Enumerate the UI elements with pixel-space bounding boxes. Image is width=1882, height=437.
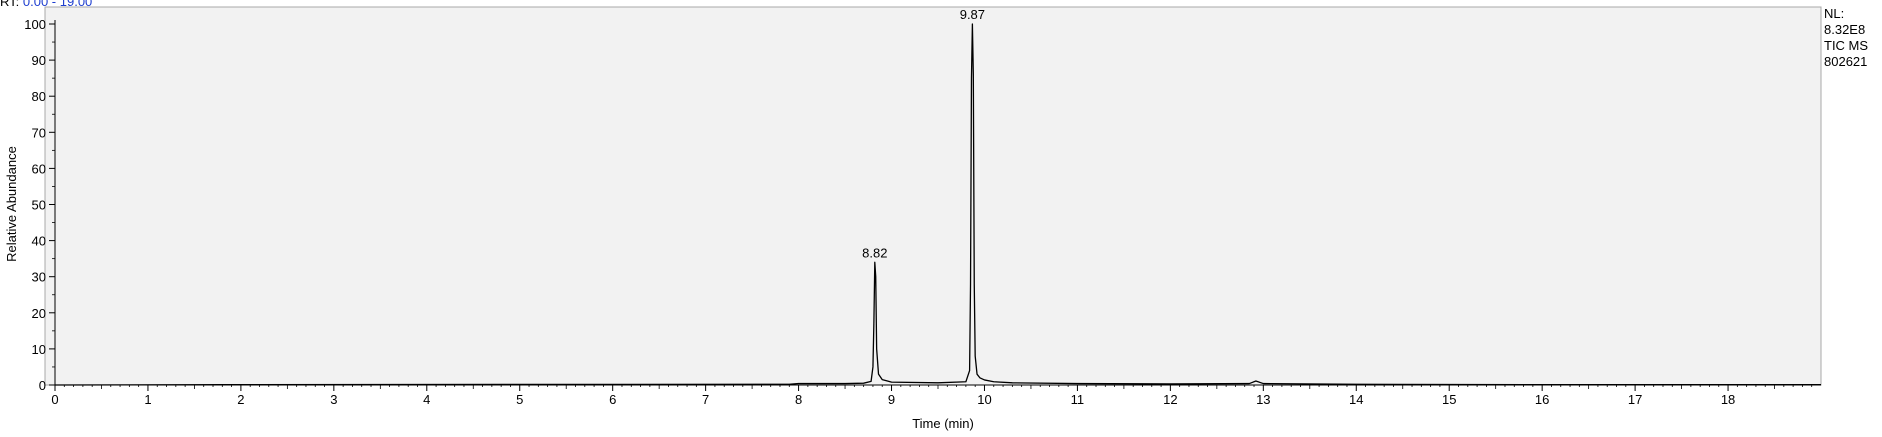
y-tick-label: 100	[24, 17, 46, 32]
x-tick-label: 5	[516, 392, 523, 407]
x-tick-label: 17	[1628, 392, 1642, 407]
y-axis-title: Relative Abundance	[4, 146, 19, 262]
normalization-info: NL: 8.32E8 TIC MS 802621	[1824, 6, 1868, 70]
x-tick-label: 14	[1349, 392, 1363, 407]
y-tick-label: 80	[32, 89, 46, 104]
y-tick-label: 70	[32, 125, 46, 140]
scan-type: TIC MS	[1824, 38, 1869, 53]
plot-area	[44, 6, 1822, 386]
y-tick-label: 20	[32, 306, 46, 321]
sample-id: 802621	[1824, 54, 1868, 69]
y-tick-label: 30	[32, 270, 46, 285]
y-tick-label: 90	[32, 53, 46, 68]
tic-trace-line	[54, 23, 1821, 386]
x-tick-label: 15	[1442, 392, 1456, 407]
x-tick-label: 10	[977, 392, 991, 407]
x-tick-label: 7	[702, 392, 709, 407]
peak-label: 9.87	[960, 7, 985, 22]
x-axis-title: Time (min)	[912, 416, 974, 431]
y-tick-label: 40	[32, 234, 46, 249]
x-tick-label: 3	[330, 392, 337, 407]
x-tick-label: 4	[423, 392, 430, 407]
x-tick-label: 16	[1535, 392, 1549, 407]
x-tick-label: 6	[609, 392, 616, 407]
rt-range-header: RT: 0.00 - 19.00	[0, 0, 92, 9]
x-tick-label: 8	[795, 392, 802, 407]
y-tick-label: 50	[32, 198, 46, 213]
x-tick-label: 0	[51, 392, 58, 407]
x-tick-label: 2	[237, 392, 244, 407]
y-tick-label: 10	[32, 342, 46, 357]
x-tick-label: 11	[1071, 392, 1085, 407]
x-tick-label: 1	[144, 392, 151, 407]
x-tick-label: 18	[1721, 392, 1735, 407]
y-tick-label: 0	[39, 378, 46, 393]
x-tick-label: 13	[1256, 392, 1270, 407]
peak-label: 8.82	[862, 245, 887, 260]
x-tick-label: 9	[888, 392, 895, 407]
nl-value: 8.32E8	[1824, 22, 1866, 37]
x-tick-label: 12	[1163, 392, 1177, 407]
rt-label: RT:	[0, 0, 20, 9]
nl-label: NL:	[1824, 6, 1845, 21]
rt-range-value: 0.00 - 19.00	[22, 0, 93, 9]
y-tick-label: 60	[32, 161, 46, 176]
